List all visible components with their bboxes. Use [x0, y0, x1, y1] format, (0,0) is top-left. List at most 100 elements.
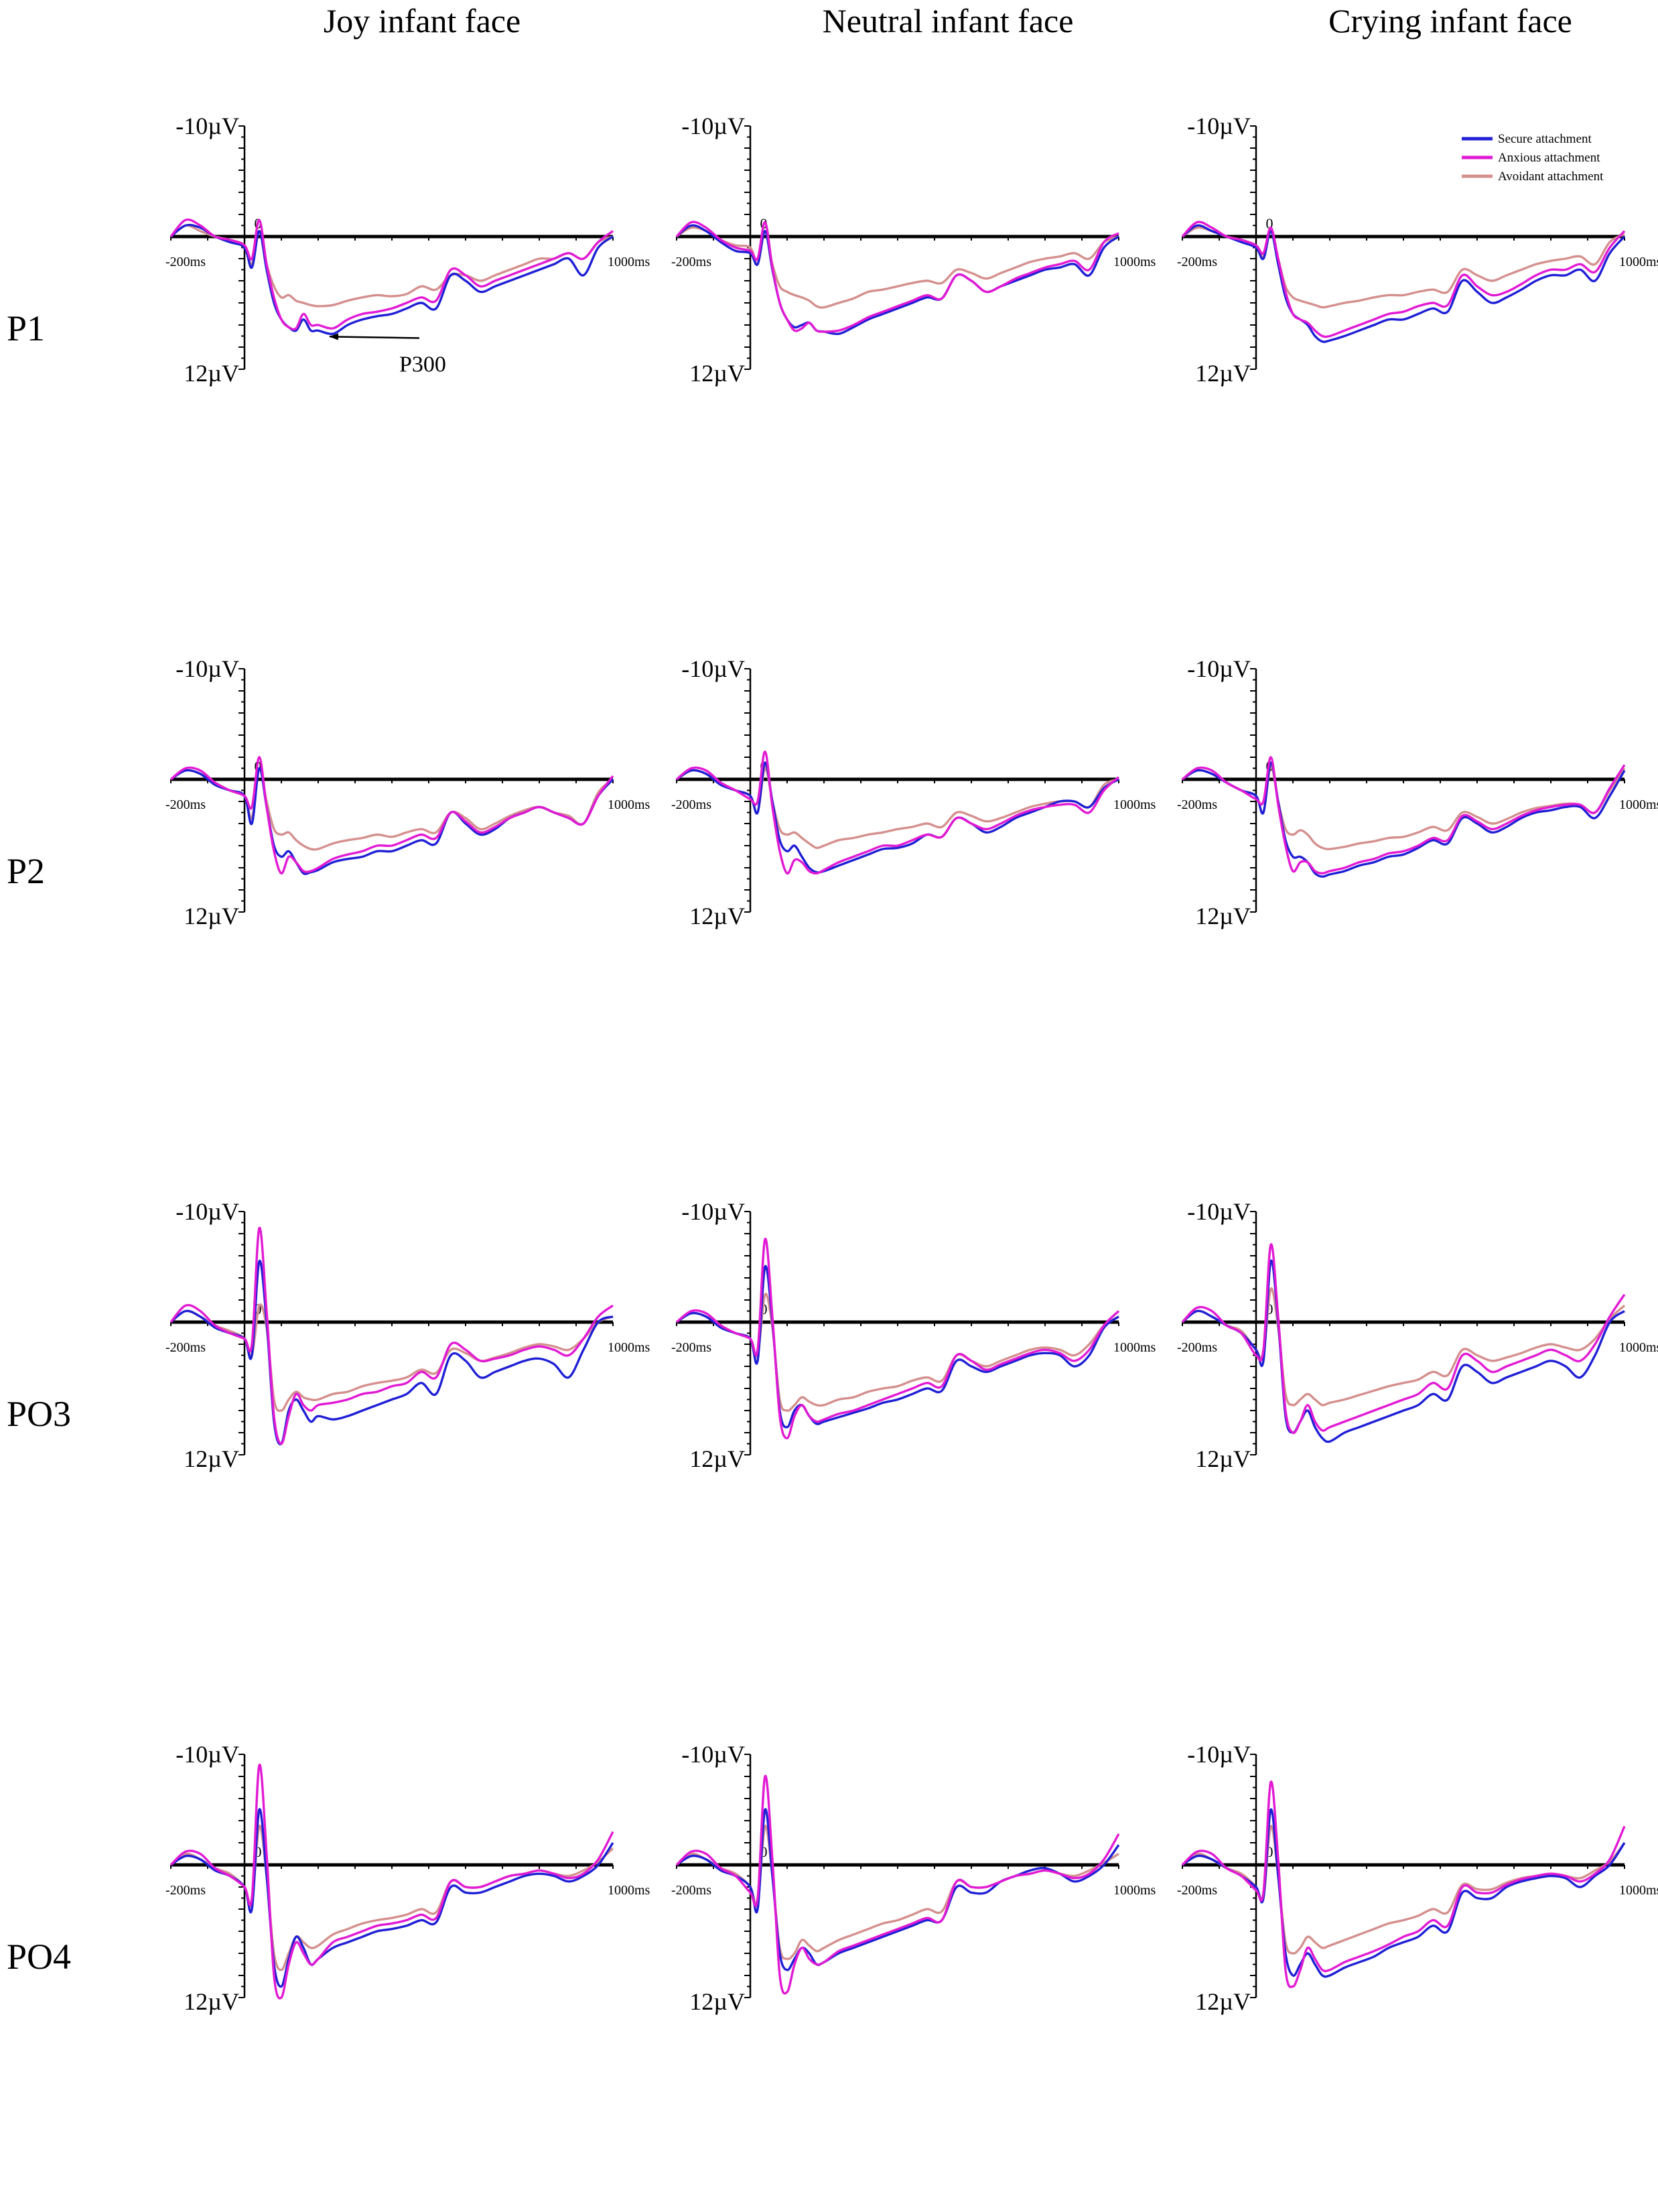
- x-start-label: -200ms: [671, 1340, 711, 1355]
- series-line-avoidant-attachment: [675, 1825, 1119, 1961]
- series-line-avoidant-attachment: [1182, 226, 1625, 309]
- x-end-label: 1000ms: [608, 1883, 650, 1898]
- series-line-anxious-attachment: [1181, 1243, 1626, 1435]
- y-bottom-label: 12µV: [184, 903, 239, 929]
- series-line-secure-attachment: [1181, 1259, 1626, 1443]
- row-label: PO3: [7, 1394, 71, 1434]
- x-start-label: -200ms: [1177, 255, 1217, 269]
- p300-label: P300: [399, 352, 446, 377]
- y-top-label: -10µV: [176, 1198, 239, 1225]
- y-top-label: -10µV: [681, 655, 745, 682]
- erp-panel: -10µV 12µV 0 -200ms 1000ms: [1177, 1741, 1658, 2015]
- series-line-avoidant-attachment: [1181, 1825, 1626, 1955]
- series-line-secure-attachment: [1182, 1808, 1626, 1978]
- column-title: Neutral infant face: [823, 2, 1074, 40]
- y-top-label: -10µV: [176, 1741, 239, 1768]
- x-start-label: -200ms: [671, 255, 711, 269]
- figure-headers: Joy infant face Neutral infant face Crying…: [7, 2, 1572, 1977]
- x-zero-label: 0: [760, 1843, 768, 1860]
- x-end-label: 1000ms: [1113, 1340, 1156, 1355]
- x-end-label: 1000ms: [1619, 1883, 1658, 1898]
- series-line-anxious-attachment: [169, 1764, 614, 2000]
- series-line-avoidant-attachment: [169, 224, 614, 308]
- series-line-secure-attachment: [1181, 224, 1626, 343]
- y-top-label: -10µV: [1187, 1198, 1251, 1225]
- x-start-label: -200ms: [671, 797, 711, 812]
- series-line-anxious-attachment: [1181, 756, 1626, 874]
- x-zero-label: 0: [1266, 1843, 1273, 1860]
- y-bottom-label: 12µV: [184, 1445, 239, 1472]
- x-end-label: 1000ms: [1113, 797, 1156, 812]
- y-top-label: -10µV: [1187, 1741, 1251, 1768]
- y-bottom-label: 12µV: [184, 1988, 239, 2015]
- x-zero-label: 0: [255, 1843, 262, 1860]
- erp-panel: -10µV 12µV 0 -200ms 1000ms: [165, 1741, 650, 2015]
- x-start-label: -200ms: [165, 797, 206, 812]
- x-start-label: -200ms: [165, 1883, 206, 1898]
- series-line-anxious-attachment: [1181, 220, 1626, 338]
- y-bottom-label: 12µV: [184, 360, 239, 387]
- series-line-secure-attachment: [676, 761, 1119, 874]
- erp-panels: -10µV 12µV 0 -200ms 1000ms P300 -10µV 12µV 0 -200…: [165, 113, 1658, 2015]
- x-start-label: -200ms: [1177, 1340, 1217, 1355]
- x-zero-label: 0: [1266, 215, 1273, 232]
- column-title: Joy infant face: [324, 2, 521, 40]
- row-label: P2: [7, 851, 45, 891]
- series-line-anxious-attachment: [169, 1226, 614, 1445]
- series-line-anxious-attachment: [1181, 1780, 1626, 1988]
- erp-panel: -10µV 12µV 0 -200ms 1000ms: [671, 1741, 1156, 2015]
- series-line-anxious-attachment: [675, 220, 1119, 333]
- series-line-avoidant-attachment: [169, 1825, 614, 1971]
- y-bottom-label: 12µV: [689, 903, 745, 929]
- erp-panel: -10µV 12µV 0 -200ms 1000ms: [1177, 1198, 1658, 1472]
- series-line-secure-attachment: [170, 767, 614, 875]
- x-start-label: -200ms: [165, 255, 206, 269]
- row-label: P1: [7, 308, 45, 348]
- y-bottom-label: 12µV: [1195, 1445, 1251, 1472]
- series-line-secure-attachment: [676, 1808, 1120, 1971]
- series-line-anxious-attachment: [675, 1774, 1120, 1995]
- y-top-label: -10µV: [176, 655, 239, 682]
- x-end-label: 1000ms: [1619, 255, 1658, 269]
- column-title: Crying infant face: [1328, 2, 1572, 40]
- y-bottom-label: 12µV: [689, 1988, 745, 2015]
- x-end-label: 1000ms: [1113, 255, 1156, 269]
- x-start-label: -200ms: [1177, 1883, 1217, 1898]
- p300-arrow: [329, 333, 420, 340]
- x-start-label: -200ms: [165, 1340, 206, 1355]
- y-top-label: -10µV: [681, 1741, 745, 1768]
- x-end-label: 1000ms: [1113, 1883, 1156, 1898]
- series-line-anxious-attachment: [169, 756, 614, 875]
- y-bottom-label: 12µV: [1195, 1988, 1251, 2015]
- x-end-label: 1000ms: [608, 797, 650, 812]
- series-line-secure-attachment: [675, 224, 1120, 336]
- x-start-label: -200ms: [1177, 797, 1217, 812]
- x-end-label: 1000ms: [1619, 797, 1658, 812]
- x-zero-label: 0: [1266, 1301, 1273, 1317]
- legend-label: Anxious attachment: [1498, 151, 1600, 165]
- y-top-label: -10µV: [1187, 655, 1251, 682]
- y-top-label: -10µV: [1187, 113, 1251, 139]
- y-bottom-label: 12µV: [689, 360, 745, 387]
- y-bottom-label: 12µV: [1195, 903, 1251, 929]
- series-line-secure-attachment: [1182, 761, 1626, 878]
- series-line-anxious-attachment: [675, 1238, 1120, 1439]
- legend: Secure attachment Anxious attachment Avoid…: [1462, 132, 1604, 184]
- x-end-label: 1000ms: [608, 255, 650, 269]
- x-end-label: 1000ms: [1619, 1340, 1658, 1355]
- y-bottom-label: 12µV: [689, 1445, 745, 1472]
- series-line-secure-attachment: [170, 1808, 614, 1988]
- erp-panel: -10µV 12µV 0 -200ms 1000ms Secure attachment A…: [1177, 113, 1658, 387]
- y-top-label: -10µV: [176, 113, 239, 139]
- x-start-label: -200ms: [671, 1883, 711, 1898]
- row-label: PO4: [7, 1937, 71, 1977]
- series-line-secure-attachment: [169, 224, 614, 336]
- series-line-anxious-attachment: [169, 218, 614, 331]
- legend-label: Avoidant attachment: [1498, 170, 1604, 184]
